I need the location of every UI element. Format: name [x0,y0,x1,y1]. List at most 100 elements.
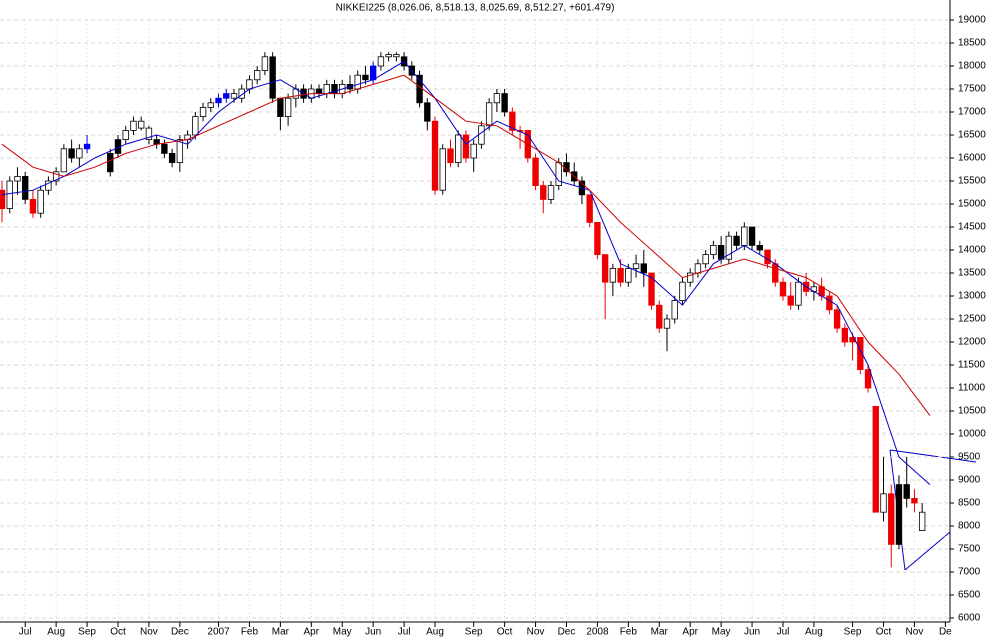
candle-body [447,148,454,164]
x-tick-label: Jun [365,627,381,638]
candle-body [748,226,756,246]
candle-body [424,102,431,122]
candle-body [663,318,671,329]
candle-body [733,235,740,246]
candle-body [0,189,6,209]
candle-body [911,497,918,504]
candle-body [833,309,841,329]
x-tick-label: Oct [497,627,513,638]
y-tick-label: 16500 [958,130,986,141]
x-tick-label: Sep [78,627,96,638]
candle-body [779,281,787,297]
y-tick-label: 12000 [958,337,986,348]
y-tick-label: 17500 [958,84,986,95]
candle-body [91,143,98,163]
candle-body [501,93,508,113]
chart-title: NIKKEI225 (8,026.06, 8,518.13, 8,025.69,… [336,3,615,14]
x-tick-label: Feb [241,627,259,638]
y-tick-label: 9500 [958,452,981,463]
candle-body [439,148,446,191]
candle-body [199,107,207,118]
candle-body [880,493,887,513]
y-tick-label: 15500 [958,176,986,187]
y-tick-label: 15000 [958,199,986,210]
candle-body [145,127,153,141]
candle-body [772,263,779,283]
y-tick-label: 10000 [958,429,986,440]
candle-body [918,511,926,532]
candle-body [37,189,44,214]
candle-body [130,120,137,131]
candle-body [22,175,29,200]
y-tick-label: 8000 [958,521,981,532]
x-tick-label: May [712,627,731,638]
candle-body [679,281,686,302]
candle-body [888,493,895,545]
candle-body [261,56,269,71]
candle-body [687,272,694,283]
candle-body [555,162,562,187]
candle-body [493,93,501,104]
candle-body [215,97,222,104]
candle-body [207,102,214,108]
candle-body [826,295,833,311]
x-tick-label: De [939,627,952,638]
candle-body [787,295,794,306]
y-tick-label: 18000 [958,61,986,72]
y-tick-label: 14000 [958,245,986,256]
candle-body [52,171,60,182]
candle-body [161,143,168,154]
candle-body [14,175,21,182]
x-tick-label: Sep [844,627,862,638]
x-tick-label: Oct [110,627,126,638]
candle-body [926,502,934,526]
x-tick-label: Jun [744,627,760,638]
candle-body [509,111,516,131]
x-tick-label: Jul [19,627,32,638]
candle-body [168,152,176,163]
candle-body [656,304,663,329]
x-tick-label: Apr [682,627,698,638]
candle-body [60,148,68,173]
y-tick-label: 13500 [958,268,986,279]
y-tick-label: 19000 [958,15,986,26]
moving-average [1,60,931,485]
x-tick-label: Jul [777,627,790,638]
trend-line [889,449,977,463]
x-tick-label: Nov [527,627,545,638]
candle-body [29,198,37,214]
candle-body [632,263,640,269]
x-tick-label: Mar [272,627,290,638]
y-tick-label: 6500 [958,590,981,601]
y-tick-label: 11000 [958,383,986,394]
moving-average [1,74,931,416]
candle-body [138,120,145,129]
y-tick-label: 11500 [958,360,986,371]
candle-body [594,221,601,255]
x-tick-label: Aug [805,627,823,638]
candle-body [547,185,555,200]
candle-body [323,84,330,95]
candle-body [741,226,748,246]
candle-body [470,143,477,159]
y-tick-label: 12500 [958,314,986,325]
y-tick-label: 9000 [958,475,981,486]
candle-body [857,336,864,370]
candle-body [83,143,91,150]
candle-body [717,244,725,260]
candle-body [99,162,106,173]
candle-body [756,244,763,251]
x-tick-label: Mar [651,627,669,638]
candle-body [872,405,879,513]
candle-body [455,134,462,164]
candle-body [540,185,547,200]
candle-body [895,484,903,545]
candle-body [246,79,253,90]
candle-body [277,97,284,117]
candle-body [362,74,369,81]
candle-body [795,281,802,306]
candle-body [640,263,647,274]
candle-body [625,267,632,283]
candle-body [601,254,609,283]
